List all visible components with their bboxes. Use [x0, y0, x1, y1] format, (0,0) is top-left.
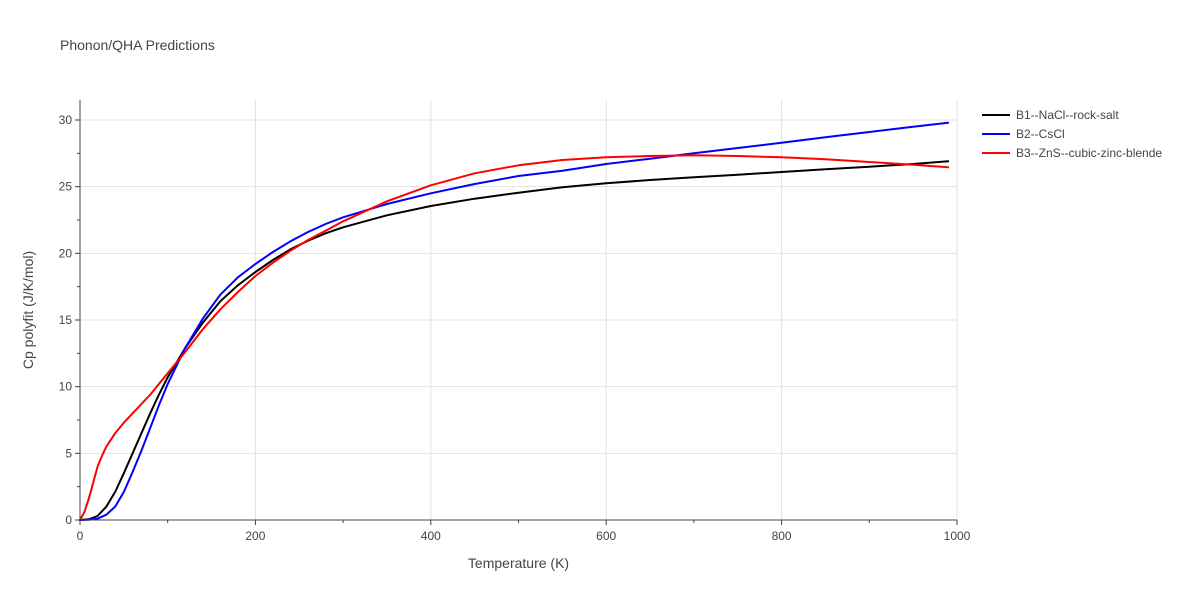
legend: B1--NaCl--rock-salt B2--CsCl B3--ZnS--cubi…: [982, 108, 1162, 160]
y-tick-label: 15: [59, 313, 73, 327]
grid: [80, 100, 958, 520]
legend-item[interactable]: B2--CsCl: [982, 127, 1065, 141]
y-tick-label: 25: [59, 180, 73, 194]
legend-label: B1--NaCl--rock-salt: [1016, 108, 1119, 122]
plot-area: [79, 121, 950, 521]
y-tick-label: 20: [59, 246, 73, 260]
series-line-2: [79, 121, 950, 521]
legend-label: B3--ZnS--cubic-zinc-blende: [1016, 146, 1162, 160]
x-tick-label: 600: [596, 529, 616, 543]
legend-label: B2--CsCl: [1016, 127, 1065, 141]
axes: 0 200 400 600 800 1000 0 5 10 15 20 25 30: [59, 100, 971, 543]
legend-item[interactable]: B3--ZnS--cubic-zinc-blende: [982, 146, 1162, 160]
series-line-3: [79, 154, 950, 521]
legend-item[interactable]: B1--NaCl--rock-salt: [982, 108, 1119, 122]
chart-title: Phonon/QHA Predictions: [60, 37, 215, 53]
y-tick-label: 30: [59, 113, 73, 127]
x-tick-label: 800: [772, 529, 792, 543]
x-tick-label: 1000: [944, 529, 971, 543]
x-tick-label: 400: [421, 529, 441, 543]
y-axis-title: Cp polyfit (J/K/mol): [20, 251, 36, 369]
x-tick-label: 200: [245, 529, 265, 543]
y-tick-label: 10: [59, 380, 73, 394]
x-axis-title: Temperature (K): [468, 555, 569, 571]
series-line-1: [79, 160, 950, 521]
y-tick-label: 0: [65, 513, 72, 527]
y-tick-label: 5: [65, 446, 72, 460]
x-tick-label: 0: [77, 529, 84, 543]
